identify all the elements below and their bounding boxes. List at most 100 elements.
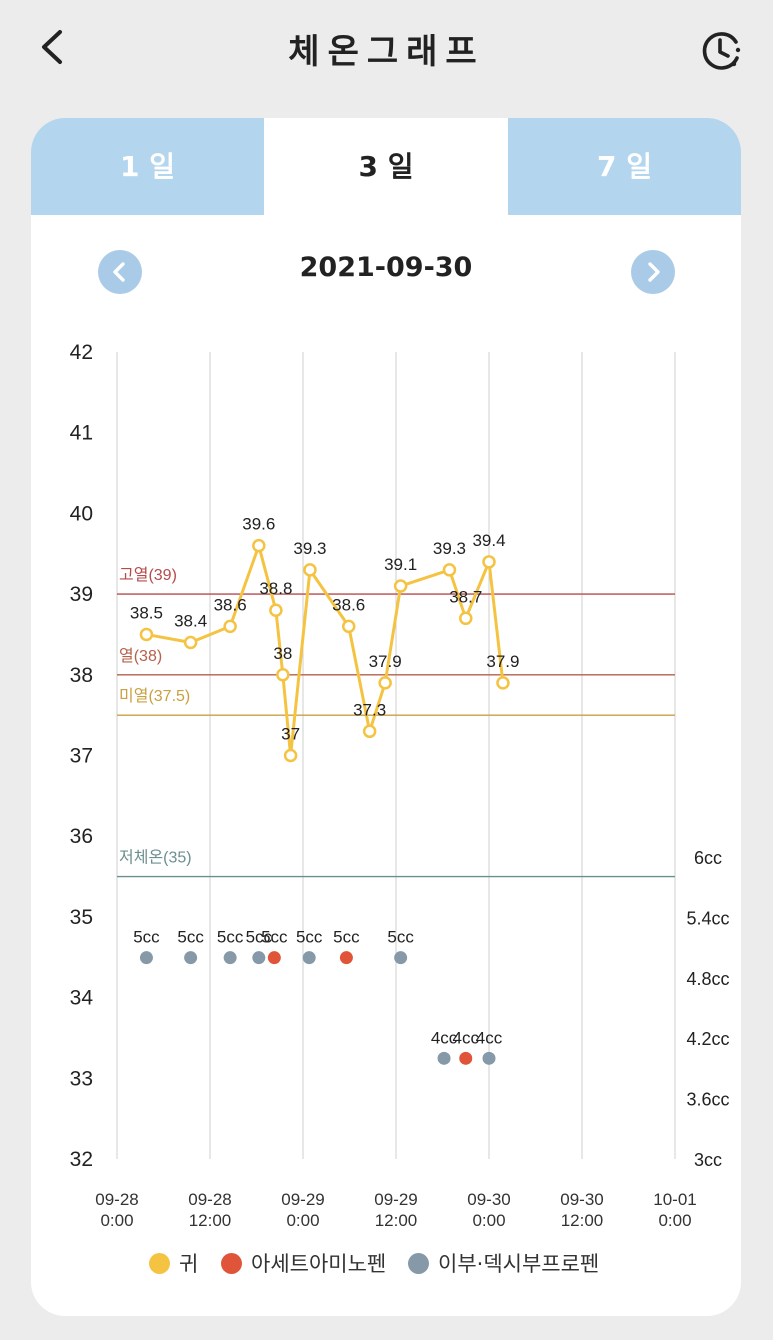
temperature-point [496, 676, 510, 690]
next-date-button[interactable] [631, 250, 675, 294]
temperature-label: 39.1 [384, 555, 417, 574]
temperature-label: 37.9 [486, 652, 519, 671]
temperature-point [393, 579, 408, 593]
ibuprofen-dose-label: 4cc [476, 1028, 503, 1047]
app-header: 체온그래프 [0, 0, 773, 100]
legend-swatch [408, 1252, 429, 1274]
temperature-point [269, 603, 283, 617]
chevron-left-icon [113, 262, 125, 282]
chevron-right-icon [648, 262, 660, 282]
ibuprofen-dose-label: 5cc [296, 928, 323, 947]
temperature-chart: 09-28 0:00 09-28 12:00 09-29 0:00 09-29 12:00 09… [70, 341, 730, 1230]
temperature-label: 37.3 [353, 700, 386, 719]
y-tick-label: 34 [70, 987, 94, 1010]
temperature-label: 39.6 [242, 515, 275, 534]
current-date: 2021-09-30 [299, 252, 473, 283]
temperature-label: 39.3 [433, 539, 466, 558]
y-tick-label: 42 [70, 341, 93, 364]
y-tick-label: 39 [70, 583, 93, 606]
acetaminophen-dose-point [339, 951, 353, 965]
temperature-point [362, 724, 377, 739]
y-tick-label: 37 [70, 745, 93, 768]
ibuprofen-dose-point [223, 951, 237, 965]
y-tick-label: 36 [70, 825, 93, 848]
threshold-label: 열(38) [119, 647, 162, 665]
acetaminophen-dose-label: 5cc [333, 928, 360, 947]
x-tick-time: 0:00 [100, 1211, 133, 1230]
page-title: 체온그래프 [288, 32, 485, 72]
ibuprofen-dose-label: 4cc [431, 1028, 458, 1047]
acetaminophen-dose-point [267, 951, 281, 965]
history-button[interactable] [698, 28, 744, 74]
y-right-tick-label: 6cc [694, 848, 722, 868]
ibuprofen-dose-label: 5cc [177, 928, 204, 947]
temperature-point [459, 611, 473, 626]
temperature-point [252, 538, 266, 553]
temperature-label: 38.5 [130, 603, 163, 622]
legend-item-ear: 귀 [149, 1248, 198, 1278]
legend-label: 귀 [179, 1252, 199, 1276]
y-tick-label: 38 [70, 664, 93, 687]
x-tick-time: 0:00 [286, 1211, 319, 1230]
threshold-label: 미열(37.5) [119, 687, 190, 705]
ibuprofen-dose-point [252, 951, 266, 965]
ibuprofen-dose-point [394, 951, 408, 965]
tab-1-day[interactable]: 1 일 [31, 118, 264, 215]
legend-item-acetaminophen: 아세트아미노펜 [221, 1248, 386, 1278]
y-tick-label: 33 [70, 1067, 93, 1090]
tab-3-day[interactable]: 3 일 [264, 118, 508, 215]
ibuprofen-dose-label: 5cc [387, 928, 414, 947]
temperature-point [223, 619, 237, 634]
y-right-tick-label: 4.8cc [686, 969, 729, 989]
ibuprofen-dose-point [139, 951, 153, 965]
temperature-point [276, 668, 290, 682]
back-button[interactable] [28, 22, 78, 72]
temperature-line [146, 544, 505, 757]
ibuprofen-dose-label: 5cc [133, 928, 160, 947]
x-tick-date: 09-29 [374, 1190, 417, 1209]
y-right-tick-label: 3.6cc [686, 1090, 729, 1110]
x-tick-date: 10-01 [653, 1190, 696, 1209]
acetaminophen-dose-point [459, 1051, 473, 1065]
legend-swatch [221, 1252, 242, 1274]
legend-swatch [149, 1252, 170, 1274]
temperature-point [378, 676, 392, 690]
temperature-label: 38.7 [449, 587, 482, 606]
temperature-label: 38.6 [332, 595, 365, 614]
y-tick-label: 35 [70, 906, 93, 929]
ibuprofen-dose-label: 5cc [217, 928, 244, 947]
ibuprofen-dose-point [184, 951, 198, 965]
temperature-point [442, 563, 457, 577]
threshold-label: 저체온(35) [119, 849, 192, 867]
clock-history-icon [702, 32, 741, 70]
y-tick-label: 40 [70, 502, 93, 525]
temperature-point [341, 619, 356, 634]
temperature-point [139, 627, 154, 642]
temperature-label: 39.3 [293, 539, 326, 558]
x-tick-time: 12:00 [375, 1211, 418, 1230]
temperature-label: 38.8 [259, 579, 292, 598]
y-right-tick-label: 3cc [694, 1150, 722, 1170]
legend-label: 아세트아미노펜 [251, 1252, 387, 1276]
chart-legend: 귀 아세트아미노펜 이부·덱시부프로펜 [0, 1248, 773, 1278]
x-tick-time: 0:00 [472, 1211, 505, 1230]
temperature-point [283, 748, 298, 763]
x-tick-date: 09-29 [281, 1190, 324, 1209]
x-tick-time: 12:00 [561, 1211, 604, 1230]
tab-7-day[interactable]: 7 일 [508, 118, 741, 215]
x-tick-date: 09-30 [560, 1190, 603, 1209]
y-tick-label: 32 [70, 1148, 93, 1171]
ibuprofen-dose-point [302, 951, 316, 965]
temperature-label: 37.9 [369, 652, 402, 671]
ibuprofen-dose-point [437, 1051, 451, 1065]
y-right-tick-label: 5.4cc [686, 908, 729, 928]
temperature-label: 38.4 [174, 612, 207, 631]
legend-item-ibuprofen: 이부·덱시부프로펜 [408, 1248, 599, 1278]
y-right-tick-label: 4.2cc [686, 1029, 729, 1049]
chart-card: 1 일 3 일 7 일 2021-09-30 [31, 118, 741, 1316]
temperature-point [183, 635, 198, 650]
prev-date-button[interactable] [98, 250, 142, 294]
chevron-left-icon [42, 30, 62, 64]
temperature-point [482, 555, 496, 569]
x-tick-date: 09-28 [188, 1190, 231, 1209]
